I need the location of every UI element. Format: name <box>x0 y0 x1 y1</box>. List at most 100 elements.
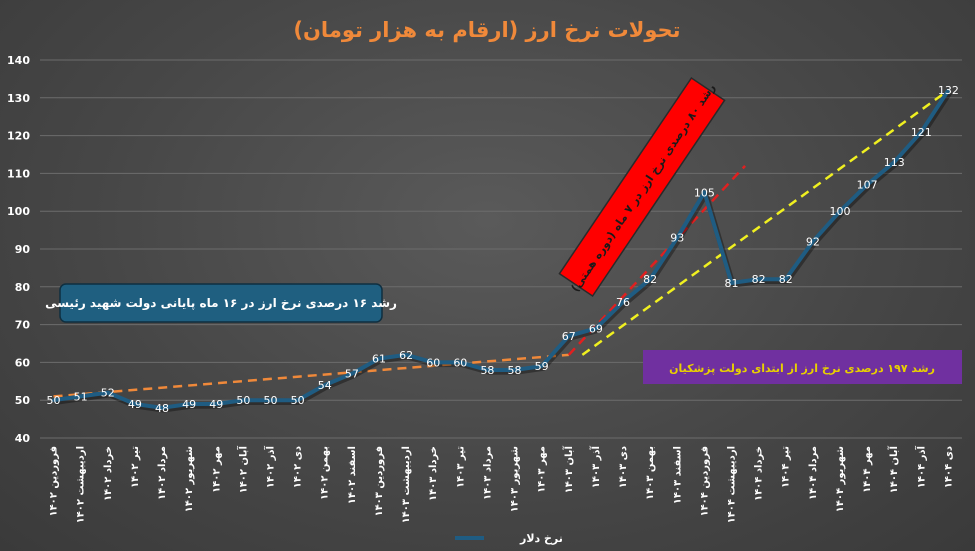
data-point <box>865 183 869 187</box>
data-point <box>431 360 435 364</box>
data-point <box>513 368 517 372</box>
annotation-blue: رشد ۱۶ درصدی نرخ ارز در ۱۶ ماه پایانی دو… <box>45 283 397 323</box>
x-tick-label: شهریور ۱۴۰۲ <box>184 446 195 513</box>
x-tick-label: اردیبهشت ۱۴۰۴ <box>727 446 738 523</box>
data-label: 121 <box>911 126 932 139</box>
data-label: 57 <box>345 368 359 381</box>
x-tick-label: خرداد ۱۴۰۲ <box>103 446 114 501</box>
x-tick-label: مرداد ۱۴۰۳ <box>482 446 493 500</box>
y-tick-label: 50 <box>15 394 31 407</box>
data-label: 50 <box>264 394 278 407</box>
y-axis: 40 50 60 70 80 90 100 110 120 130 140 <box>7 54 30 445</box>
data-point <box>404 353 408 357</box>
x-tick-label: خرداد ۱۴۰۴ <box>754 446 765 501</box>
trendline-red <box>567 164 746 356</box>
x-tick-label: بهمن ۱۴۰۳ <box>645 446 656 500</box>
data-point <box>160 406 164 410</box>
y-tick-label: 80 <box>15 281 31 294</box>
data-point <box>892 160 896 164</box>
data-point <box>838 209 842 213</box>
x-tick-label: بهمن ۱۴۰۲ <box>320 446 331 500</box>
x-tick-label: مهر ۱۴۰۳ <box>537 446 548 493</box>
data-point <box>269 398 272 402</box>
trendline-orange <box>53 353 569 398</box>
y-tick-label: 140 <box>7 54 30 67</box>
series-line <box>52 88 953 413</box>
data-point <box>730 281 733 285</box>
data-point <box>458 360 462 364</box>
data-label: 54 <box>318 379 332 392</box>
x-tick-label: تیر ۱۴۰۴ <box>781 446 792 488</box>
data-label: 67 <box>562 330 576 343</box>
data-point <box>567 334 571 338</box>
x-tick-label: شهریور ۱۴۰۳ <box>510 446 521 513</box>
data-point <box>214 402 218 406</box>
data-point <box>241 398 245 402</box>
legend-label: نرخ دلار <box>519 532 563 545</box>
data-label: 50 <box>47 394 61 407</box>
data-labels: 50 51 52 49 48 49 49 50 50 50 54 57 61 62 60 60 58 58 59 67… <box>47 84 959 415</box>
data-label: 82 <box>643 273 657 286</box>
x-tick-label: اردیبهشت ۱۴۰۲ <box>76 446 87 523</box>
data-label: 82 <box>779 273 793 286</box>
data-point <box>133 402 137 406</box>
x-tick-label: فروردین ۱۴۰۴ <box>699 446 710 517</box>
x-tick-label: مهر ۱۴۰۴ <box>862 446 873 493</box>
x-tick-label: اسفند ۱۴۰۳ <box>672 446 683 504</box>
series-line-usd <box>53 89 951 410</box>
y-tick-label: 40 <box>15 432 31 445</box>
x-tick-label: دی ۱۴۰۳ <box>618 446 629 488</box>
grid-lines <box>40 59 962 439</box>
annotation-purple: رشد ۱۹۷ درصدی نرخ ارز از ابتدای دولت پزش… <box>643 350 962 384</box>
data-point <box>79 394 83 398</box>
data-label: 61 <box>372 353 386 366</box>
data-point <box>757 277 761 281</box>
x-tick-label: مهر ۱۴۰۲ <box>211 446 222 493</box>
data-label: 48 <box>155 402 169 415</box>
data-point <box>106 391 110 395</box>
annotation-purple-text: رشد ۱۹۷ درصدی نرخ ارز از ابتدای دولت پزش… <box>669 362 935 375</box>
y-tick-label: 110 <box>7 167 30 180</box>
data-point <box>540 364 544 368</box>
data-label: 58 <box>508 364 522 377</box>
x-tick-label: فروردین ۱۴۰۲ <box>49 446 60 517</box>
chart-title: تحولات نرخ ارز (ارقام به هزار تومان) <box>293 18 680 42</box>
y-tick-label: 130 <box>7 92 30 105</box>
y-tick-label: 70 <box>15 319 31 332</box>
data-point <box>187 402 191 406</box>
data-label: 81 <box>725 277 739 290</box>
x-tick-label: آذر ۱۴۰۲ <box>264 445 277 488</box>
data-label: 76 <box>616 296 630 309</box>
x-tick-label: آذر ۱۴۰۴ <box>914 445 927 488</box>
data-label: 51 <box>74 390 88 403</box>
data-label: 132 <box>938 84 959 97</box>
x-tick-label: مرداد ۱۴۰۴ <box>808 446 819 500</box>
data-label: 100 <box>829 205 850 218</box>
data-point <box>323 383 327 387</box>
data-label: 60 <box>426 356 440 369</box>
x-tick-label: دی ۱۴۰۴ <box>943 446 954 488</box>
x-tick-label: اسفند ۱۴۰۲ <box>347 446 358 504</box>
x-tick-label: دی ۱۴۰۲ <box>293 446 304 488</box>
data-label: 49 <box>128 398 142 411</box>
data-label: 59 <box>535 360 549 373</box>
x-tick-label: آبان ۱۴۰۲ <box>236 445 249 493</box>
data-label: 69 <box>589 322 603 335</box>
data-label: 113 <box>884 156 905 169</box>
y-tick-label: 60 <box>15 356 31 369</box>
data-label: 82 <box>752 273 766 286</box>
trendlines <box>53 89 950 398</box>
data-label: 60 <box>453 356 467 369</box>
data-label: 92 <box>806 235 820 248</box>
data-label: 50 <box>236 394 250 407</box>
data-point <box>296 398 300 402</box>
data-label: 107 <box>857 179 878 192</box>
x-tick-label: مرداد ۱۴۰۲ <box>157 446 168 500</box>
data-point <box>702 190 706 194</box>
x-tick-label: آذر ۱۴۰۳ <box>589 445 602 488</box>
x-tick-label: آبان ۱۴۰۳ <box>562 445 575 493</box>
data-point <box>946 88 950 92</box>
data-point <box>594 326 598 330</box>
data-point <box>811 239 815 243</box>
data-point <box>377 357 381 361</box>
